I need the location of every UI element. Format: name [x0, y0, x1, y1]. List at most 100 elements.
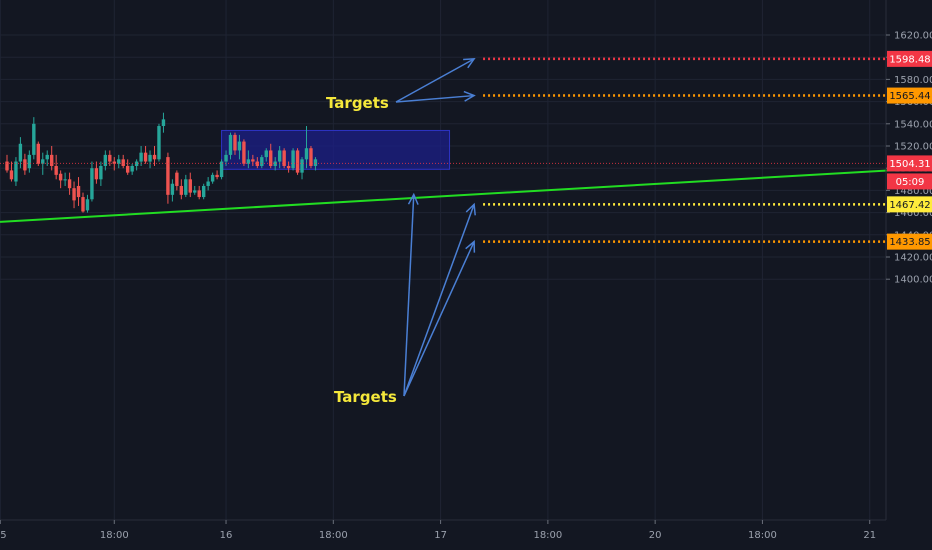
candle-body	[54, 165, 58, 175]
candle-body	[188, 179, 192, 193]
candle-body	[313, 159, 318, 166]
candle-body	[215, 174, 219, 178]
candle-body	[85, 199, 90, 211]
price-tick-label: 1620.00	[894, 31, 932, 42]
candle-body	[117, 159, 121, 164]
candle	[139, 146, 143, 166]
candle-body	[14, 161, 18, 182]
price-tick-label: 1400.00	[894, 275, 932, 286]
level-price-tag-text: 1467.42	[889, 200, 930, 211]
candle	[50, 146, 54, 171]
candle	[295, 148, 300, 175]
candle	[45, 150, 49, 166]
candle	[188, 172, 192, 198]
candle-body	[94, 168, 99, 180]
candle-body	[81, 197, 85, 212]
candle	[166, 152, 170, 204]
candle-body	[76, 185, 81, 198]
candle-body	[161, 119, 166, 127]
targets-annotation[interactable]: Targets	[334, 192, 476, 406]
targets-label: Targets	[334, 388, 397, 406]
candle-body	[260, 157, 264, 166]
candle-body	[36, 143, 40, 164]
candle-body	[170, 183, 175, 195]
candle	[85, 194, 90, 213]
candle	[197, 185, 201, 200]
candle-body	[103, 154, 108, 166]
price-tick-label: 1480.00	[894, 186, 932, 197]
candle	[58, 170, 63, 189]
time-tick-label: 18:00	[748, 530, 777, 541]
candle	[179, 179, 184, 200]
candle	[117, 154, 121, 169]
target-levels[interactable]	[483, 57, 886, 243]
candle-body	[130, 165, 134, 172]
candle-body	[45, 154, 49, 160]
current-price-tag: 1504.31	[887, 155, 932, 172]
candle	[67, 172, 72, 195]
candle	[233, 132, 237, 155]
candle	[215, 170, 219, 180]
candle-body	[233, 134, 237, 151]
candle-body	[9, 170, 14, 180]
candle	[161, 112, 166, 133]
candle	[103, 150, 108, 171]
level-price-tag-text: 1565.44	[889, 91, 930, 102]
time-tick-label: 17	[434, 530, 447, 541]
candle	[152, 146, 157, 166]
candle	[300, 157, 304, 180]
time-axis[interactable]: 15 18:00 16 18:00 17 18:00 20 18:00 21	[0, 519, 886, 541]
range-box[interactable]	[221, 129, 451, 170]
arrow-head	[465, 202, 476, 216]
level-price-tag-text: 1433.85	[889, 237, 930, 248]
candle	[76, 177, 81, 206]
arrow-shaft	[395, 58, 475, 103]
candle	[9, 161, 14, 182]
candle	[134, 159, 139, 171]
candle	[157, 123, 161, 162]
candle	[193, 185, 197, 195]
range-box-rect[interactable]	[221, 129, 451, 170]
price-tick-label: 1420.00	[894, 253, 932, 264]
candle-body	[99, 165, 103, 180]
level-price-tag-bg	[887, 233, 932, 250]
target-arrows[interactable]: Targets Targets	[326, 58, 476, 406]
price-tick-label: 1580.00	[894, 75, 932, 86]
candle-body	[242, 141, 246, 164]
candle-body	[27, 154, 32, 169]
candle-body	[251, 159, 255, 162]
price-tick-label: 1540.00	[894, 119, 932, 130]
level-price-tag-text: 1598.48	[889, 54, 930, 65]
arrow-shaft	[395, 94, 475, 103]
candle	[219, 159, 224, 180]
trendline-line[interactable]	[0, 167, 928, 223]
candle	[224, 150, 228, 166]
candle-body	[286, 165, 291, 169]
countdown-tag-text: 05:09	[896, 177, 925, 188]
candle	[54, 154, 58, 180]
arrow-head	[463, 90, 476, 102]
candle	[148, 150, 152, 169]
level-price-tag-bg	[887, 50, 932, 67]
candle-body	[5, 161, 9, 171]
candle	[125, 159, 130, 175]
candle	[94, 161, 99, 184]
candle-body	[282, 150, 286, 166]
candle-body	[309, 148, 313, 166]
trendline[interactable]	[0, 167, 928, 223]
candle-body	[224, 154, 228, 162]
candle	[81, 192, 85, 213]
candle-body	[143, 152, 148, 162]
candle-body	[152, 154, 157, 160]
candle	[201, 183, 206, 200]
time-tick-label: 18:00	[319, 530, 348, 541]
candle-body	[291, 150, 295, 169]
candle-body	[121, 159, 125, 166]
candle-body	[112, 161, 116, 164]
candle-body	[63, 179, 67, 181]
candle	[90, 161, 94, 202]
level-price-tag: 1467.42	[887, 196, 932, 213]
targets-annotation[interactable]: Targets	[326, 58, 476, 112]
